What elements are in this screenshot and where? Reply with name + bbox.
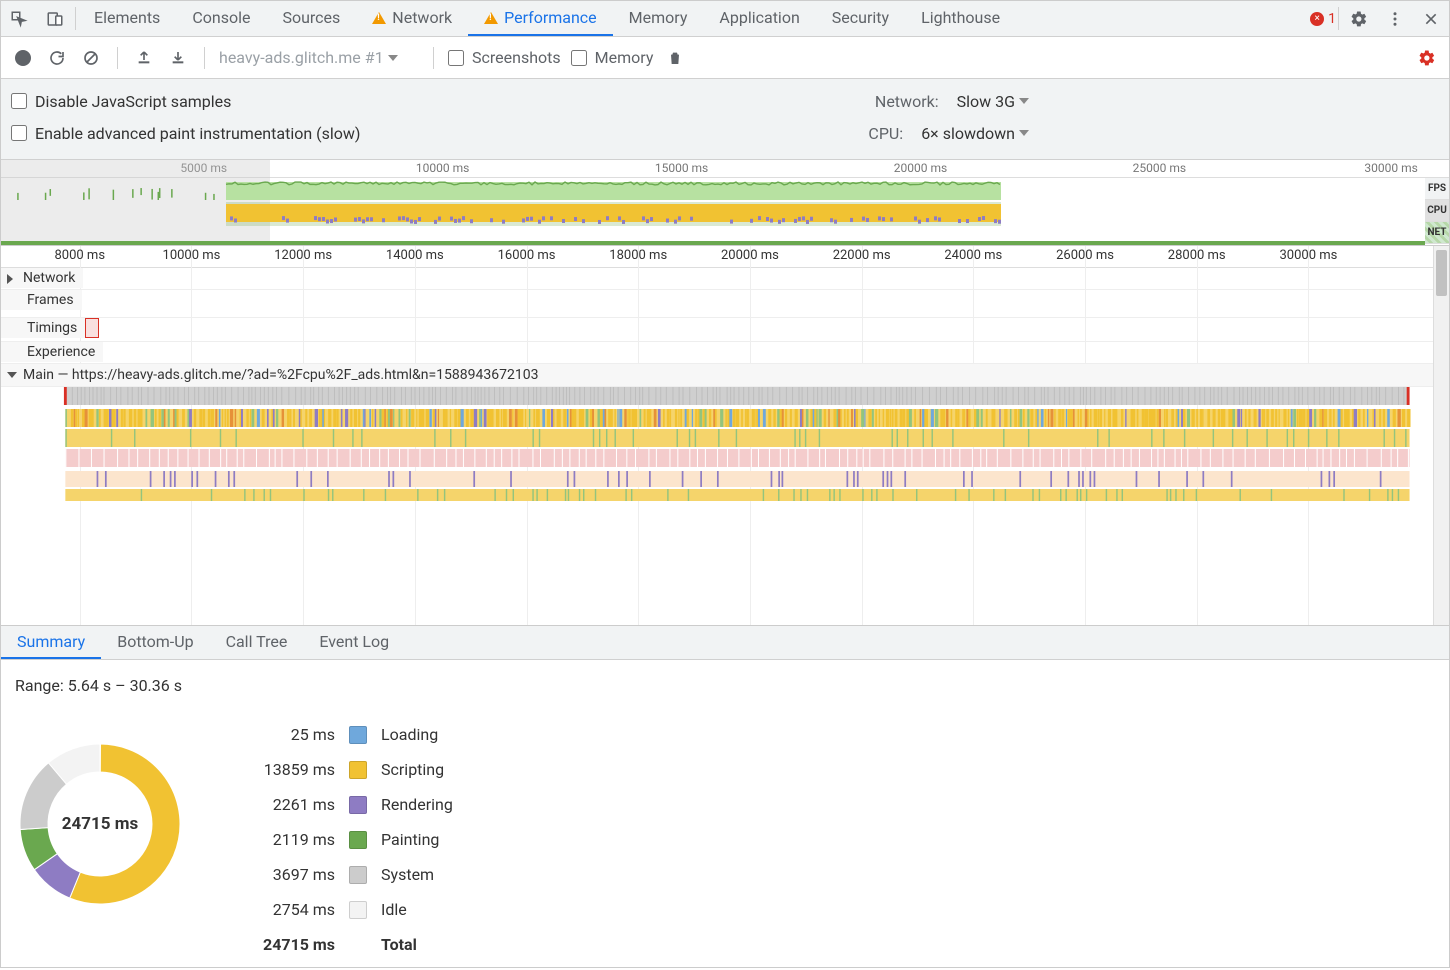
- range-text: Range: 5.64 s – 30.36 s: [15, 676, 1435, 695]
- legend-label: Idle: [381, 900, 453, 919]
- summary-panel: Range: 5.64 s – 30.36 s 24715 ms 25 ms Lo…: [1, 660, 1449, 970]
- network-throttle-select[interactable]: Slow 3G: [957, 92, 1029, 111]
- cpu-throttle-label: CPU:: [868, 124, 903, 143]
- device-toggle-icon[interactable]: [37, 1, 73, 36]
- capture-settings-icon[interactable]: [1415, 46, 1439, 70]
- legend-ms: 2119 ms: [245, 830, 335, 849]
- legend-swatch: [349, 901, 367, 919]
- settings-icon[interactable]: [1341, 1, 1377, 36]
- track-timings[interactable]: DCL Timings: [1, 318, 1449, 342]
- legend-label: Scripting: [381, 760, 453, 779]
- legend-total-ms: 24715 ms: [245, 935, 335, 954]
- cpu-band: [1, 202, 1001, 226]
- disable-js-checkbox[interactable]: Disable JavaScript samples: [11, 92, 231, 111]
- tab-lighthouse[interactable]: Lighthouse: [905, 1, 1016, 36]
- flame-chart[interactable]: [1, 387, 1449, 587]
- error-icon: ×: [1310, 12, 1324, 26]
- legend-label: Rendering: [381, 795, 453, 814]
- tab-elements[interactable]: Elements: [78, 1, 176, 36]
- separator: [1338, 7, 1339, 30]
- legend-swatch: [349, 726, 367, 744]
- perf-toolbar: heavy-ads.glitch.me #1 Screenshots Memor…: [1, 37, 1449, 79]
- legend-total-label: Total: [381, 935, 453, 954]
- legend-label: System: [381, 865, 453, 884]
- details-tabstrip: SummaryBottom-UpCall TreeEvent Log: [1, 626, 1449, 660]
- cpu-throttle-select[interactable]: 6× slowdown: [921, 124, 1029, 143]
- close-devtools-icon[interactable]: [1413, 1, 1449, 36]
- details-tab-summary[interactable]: Summary: [1, 626, 101, 659]
- overview-labels: FPS CPU NET: [1425, 178, 1449, 244]
- enable-paint-checkbox[interactable]: Enable advanced paint instrumentation (s…: [11, 124, 360, 143]
- network-throttle-label: Network:: [875, 92, 939, 111]
- warning-icon: [372, 12, 386, 24]
- memory-checkbox[interactable]: Memory: [571, 48, 654, 67]
- legend-swatch: [349, 761, 367, 779]
- clear-button[interactable]: [79, 46, 103, 70]
- legend-ms: 25 ms: [245, 725, 335, 744]
- inspect-icon[interactable]: [1, 1, 37, 36]
- profile-selector[interactable]: heavy-ads.glitch.me #1: [219, 48, 419, 67]
- legend-swatch: [349, 866, 367, 884]
- legend-swatch: [349, 796, 367, 814]
- timeline-panel[interactable]: 8000 ms10000 ms12000 ms14000 ms16000 ms1…: [1, 246, 1449, 626]
- legend-swatch: [349, 831, 367, 849]
- details-tab-call-tree[interactable]: Call Tree: [210, 626, 304, 659]
- details-tab-event-log[interactable]: Event Log: [303, 626, 405, 659]
- details-tab-bottom-up[interactable]: Bottom-Up: [101, 626, 209, 659]
- chevron-down-icon: [1019, 130, 1029, 136]
- legend-label: Loading: [381, 725, 453, 744]
- track-main-header[interactable]: Main — https://heavy-ads.glitch.me/?ad=%…: [1, 364, 1449, 387]
- fps-band: [1, 180, 1001, 200]
- legend-ms: 2261 ms: [245, 795, 335, 814]
- reload-button[interactable]: [45, 46, 69, 70]
- scrollbar-thumb[interactable]: [1436, 250, 1447, 296]
- separator: [75, 7, 76, 30]
- legend-label: Painting: [381, 830, 453, 849]
- track-network[interactable]: Network: [1, 268, 1449, 290]
- tab-console[interactable]: Console: [176, 1, 266, 36]
- track-experience[interactable]: Experience: [1, 342, 1449, 364]
- overview-strip[interactable]: 5000 ms10000 ms15000 ms20000 ms25000 ms3…: [1, 160, 1449, 246]
- tab-performance[interactable]: Performance: [468, 1, 613, 36]
- track-frames[interactable]: Frames: [1, 290, 1449, 318]
- error-count-badge[interactable]: × 1: [1310, 1, 1336, 36]
- profile-name: heavy-ads.glitch.me #1: [219, 48, 384, 67]
- timing-marker: [85, 318, 99, 338]
- chevron-down-icon: [1019, 98, 1029, 104]
- tab-security[interactable]: Security: [816, 1, 905, 36]
- legend-ms: 3697 ms: [245, 865, 335, 884]
- tab-memory[interactable]: Memory: [613, 1, 704, 36]
- summary-donut: 24715 ms: [15, 739, 185, 909]
- tab-network[interactable]: Network: [356, 1, 468, 36]
- gc-icon[interactable]: [663, 46, 687, 70]
- load-profile-icon[interactable]: [132, 46, 156, 70]
- chevron-down-icon: [7, 372, 17, 378]
- save-profile-icon[interactable]: [166, 46, 190, 70]
- tab-application[interactable]: Application: [703, 1, 815, 36]
- kebab-menu-icon[interactable]: [1377, 1, 1413, 36]
- donut-total: 24715 ms: [15, 739, 185, 909]
- screenshots-checkbox[interactable]: Screenshots: [448, 48, 561, 67]
- chevron-down-icon: [388, 55, 398, 61]
- error-count: 1: [1328, 11, 1336, 27]
- timeline-scrollbar[interactable]: [1433, 246, 1449, 625]
- tab-sources[interactable]: Sources: [266, 1, 356, 36]
- legend-ms: 13859 ms: [245, 760, 335, 779]
- capture-options: Disable JavaScript samples Network: Slow…: [1, 79, 1449, 160]
- devtools-tabstrip: ElementsConsoleSourcesNetworkPerformance…: [1, 1, 1449, 37]
- record-button[interactable]: [11, 46, 35, 70]
- net-band: [1, 241, 1425, 245]
- summary-legend: 25 ms Loading 13859 ms Scripting 2261 ms Rend…: [245, 725, 453, 954]
- warning-icon: [484, 12, 498, 24]
- legend-ms: 2754 ms: [245, 900, 335, 919]
- timeline-ruler: 8000 ms10000 ms12000 ms14000 ms16000 ms1…: [1, 246, 1433, 268]
- chevron-right-icon: [7, 274, 13, 284]
